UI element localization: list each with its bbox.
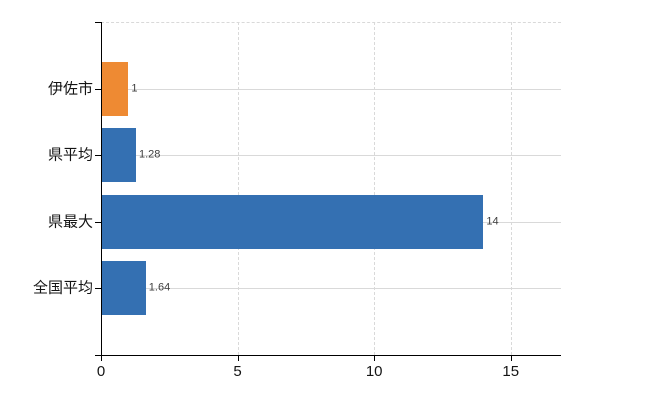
bar: [102, 128, 136, 183]
bar-value-label: 1: [131, 82, 138, 95]
category-tick: [95, 155, 101, 157]
x-tick-label: 5: [233, 363, 242, 380]
bar: [102, 194, 484, 249]
x-tick-label: 15: [502, 363, 520, 380]
category-label: 県最大: [47, 213, 93, 231]
category-gridline: [101, 88, 561, 90]
vertical-gridline: [374, 22, 376, 355]
x-tick: [374, 355, 376, 361]
category-gridline: [101, 155, 561, 157]
x-tick: [510, 355, 512, 361]
bar-value-label: 1.64: [148, 281, 171, 294]
vertical-gridline: [237, 22, 239, 355]
vertical-gridline: [510, 22, 512, 355]
x-tick: [101, 355, 102, 361]
category-label: 全国平均: [32, 279, 93, 297]
category-label: 伊佐市: [47, 80, 93, 98]
category-tick: [95, 288, 101, 290]
category-gridline: [101, 288, 561, 290]
category-tick: [95, 221, 101, 223]
x-tick: [237, 355, 239, 361]
category-label: 県平均: [47, 146, 93, 164]
category-tick: [95, 88, 101, 90]
bar: [102, 261, 146, 316]
bar-value-label: 1.28: [138, 148, 161, 161]
y-axis: [101, 22, 102, 357]
x-tick-label: 10: [365, 363, 383, 380]
bar: [102, 61, 129, 116]
y-axis-top-tick: [95, 22, 101, 23]
bar-value-label: 14: [486, 215, 499, 228]
plot-top-border: [101, 22, 561, 23]
x-tick-label: 0: [96, 363, 106, 380]
x-axis: [95, 355, 561, 356]
